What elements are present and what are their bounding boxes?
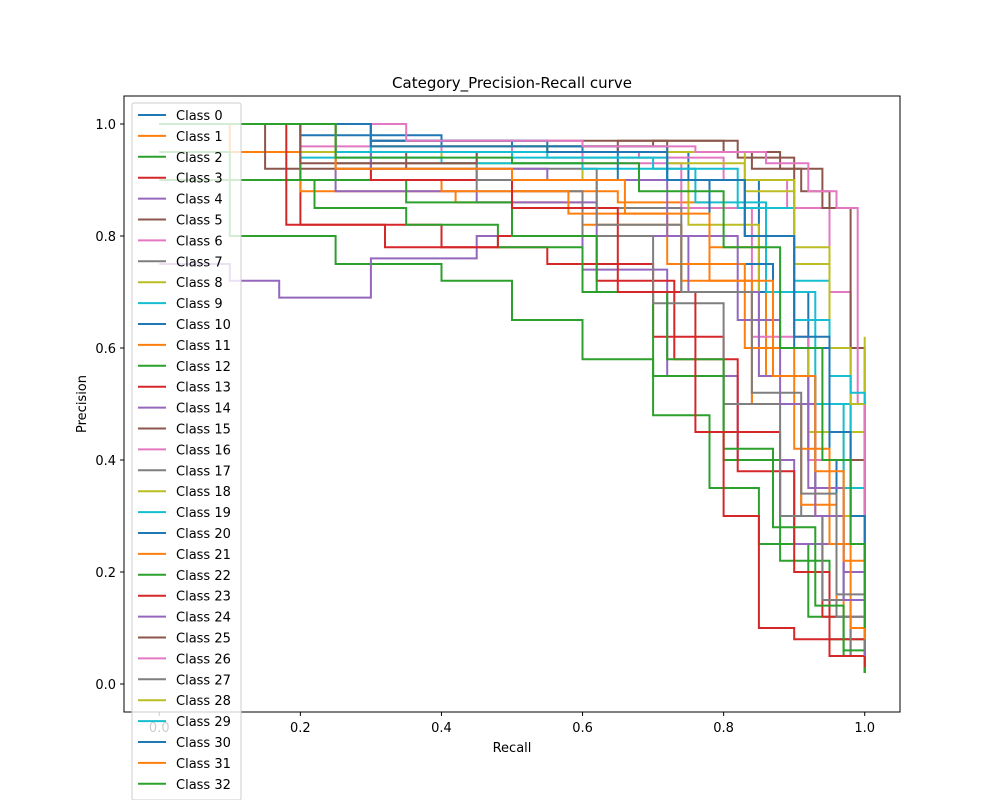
y-tick-label: 0.0 bbox=[95, 678, 116, 693]
legend-label: Class 7 bbox=[176, 255, 223, 270]
legend-label: Class 12 bbox=[176, 360, 231, 375]
legend-label: Class 3 bbox=[176, 172, 223, 187]
chart-title: Category_Precision-Recall curve bbox=[392, 74, 632, 93]
legend-label: Class 8 bbox=[176, 276, 223, 291]
legend-label: Class 19 bbox=[176, 506, 231, 521]
legend-label: Class 13 bbox=[176, 381, 231, 396]
plot-frame bbox=[123, 95, 901, 713]
y-tick-label: 0.6 bbox=[95, 342, 116, 357]
x-tick-label: 0.4 bbox=[431, 721, 452, 736]
x-tick-label: 0.8 bbox=[713, 721, 734, 736]
curve-class-13 bbox=[159, 123, 866, 673]
legend-label: Class 18 bbox=[176, 485, 231, 500]
legend-label: Class 25 bbox=[176, 632, 231, 647]
legend-label: Class 22 bbox=[176, 569, 231, 584]
legend-label: Class 1 bbox=[176, 130, 223, 145]
legend-label: Class 0 bbox=[176, 109, 223, 124]
curve-class-31 bbox=[159, 123, 866, 640]
y-axis-ticks: 0.0 0.2 0.4 0.6 0.8 1.0 bbox=[95, 118, 124, 693]
curve-class-22 bbox=[159, 123, 866, 673]
legend-label: Class 16 bbox=[176, 443, 231, 458]
y-tick-label: 0.4 bbox=[95, 454, 116, 469]
legend-label: Class 15 bbox=[176, 423, 231, 438]
legend-label: Class 6 bbox=[176, 234, 223, 249]
legend: Class 0 Class 1 Class 2 Class 3 Class 4 Class… bbox=[131, 102, 242, 800]
y-tick-label: 1.0 bbox=[95, 118, 116, 133]
y-axis-label: Precision bbox=[75, 375, 90, 433]
legend-label: Class 26 bbox=[176, 652, 231, 667]
legend-label: Class 28 bbox=[176, 694, 231, 709]
legend-label: Class 4 bbox=[176, 193, 223, 208]
legend-label: Class 24 bbox=[176, 611, 231, 626]
legend-label: Class 10 bbox=[176, 318, 231, 333]
legend-label: Class 27 bbox=[176, 673, 231, 688]
x-tick-label: 0.6 bbox=[572, 721, 593, 736]
legend-label: Class 21 bbox=[176, 548, 231, 563]
legend-box bbox=[131, 102, 242, 800]
curve-class-26 bbox=[159, 123, 866, 628]
legend-label: Class 20 bbox=[176, 527, 231, 542]
x-tick-label: 1.0 bbox=[854, 721, 875, 736]
legend-label: Class 23 bbox=[176, 590, 231, 605]
y-tick-label: 0.2 bbox=[95, 566, 116, 581]
legend-label: Class 2 bbox=[176, 151, 223, 166]
legend-label: Class 11 bbox=[176, 339, 231, 354]
curve-class-32 bbox=[159, 123, 866, 628]
legend-label: Class 17 bbox=[176, 464, 231, 479]
x-tick-label: 0.2 bbox=[290, 721, 311, 736]
legend-label: Class 5 bbox=[176, 214, 223, 229]
x-axis-label: Recall bbox=[493, 741, 532, 756]
legend-label: Class 14 bbox=[176, 402, 231, 417]
curves-group bbox=[159, 123, 866, 673]
legend-label: Class 32 bbox=[176, 778, 231, 793]
legend-label: Class 30 bbox=[176, 736, 231, 751]
legend-label: Class 29 bbox=[176, 715, 231, 730]
legend-label: Class 31 bbox=[176, 757, 231, 772]
y-tick-label: 0.8 bbox=[95, 230, 116, 245]
curve-class-12 bbox=[159, 151, 866, 668]
legend-label: Class 9 bbox=[176, 297, 223, 312]
